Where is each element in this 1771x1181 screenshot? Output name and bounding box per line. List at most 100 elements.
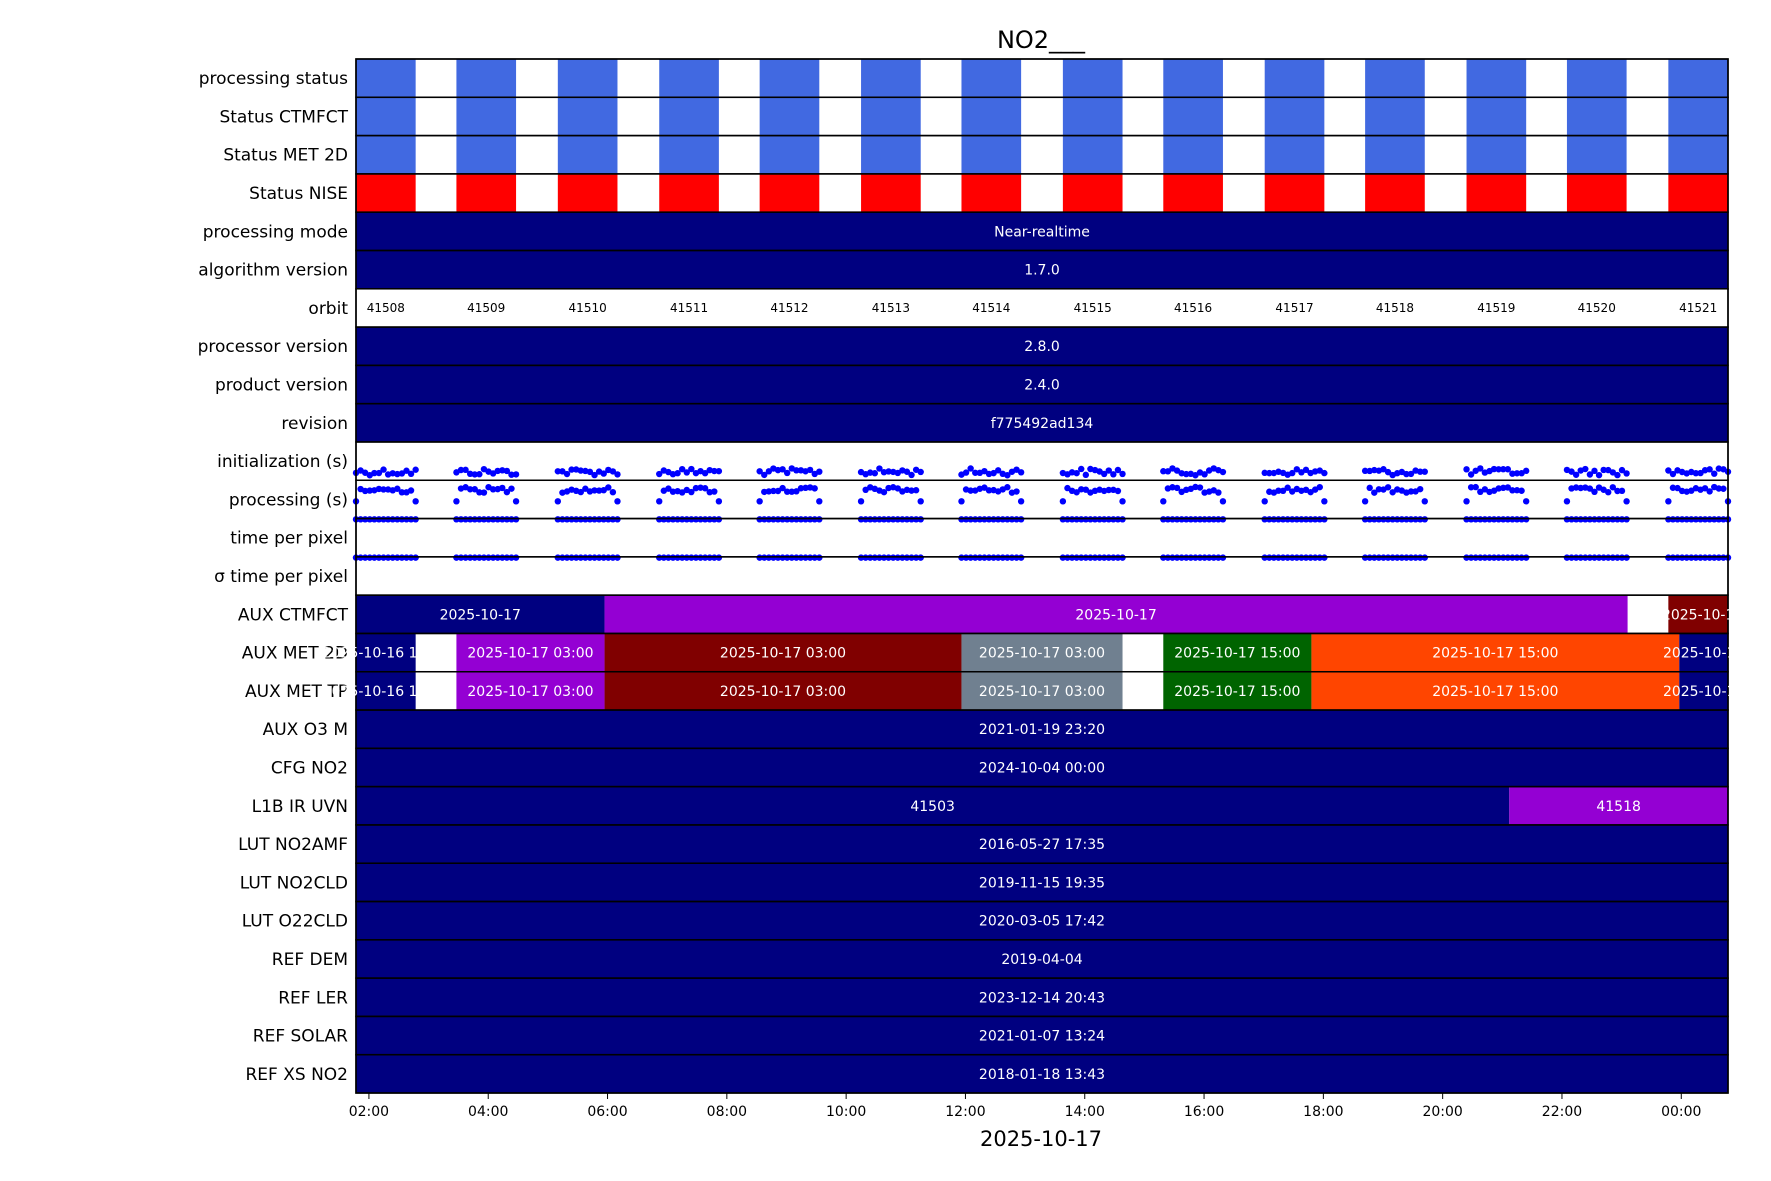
row-label: LUT NO2AMF [238, 835, 348, 855]
segment-label: 2025-10-17 [1663, 646, 1744, 662]
scatter-point [967, 516, 974, 523]
scatter-point [1384, 554, 1392, 561]
scatter-point [715, 516, 723, 523]
status-bar [1163, 59, 1223, 98]
segment-label: 2024-10-04 00:00 [979, 760, 1105, 776]
scatter-point [1416, 468, 1424, 475]
row-label: processing (s) [229, 490, 348, 510]
scatter-point [692, 516, 700, 523]
segment-label: 2025-10-17 15:00 [1432, 646, 1558, 662]
scatter-point [1711, 470, 1718, 477]
scatter-point [1380, 516, 1387, 523]
scatter-point [697, 554, 704, 561]
scatter-point [577, 516, 584, 523]
segment-bar [356, 978, 1728, 1017]
segment-label: 2020-03-05 17:42 [979, 914, 1105, 930]
scatter-point [1398, 554, 1406, 561]
scatter-point [770, 554, 777, 561]
scatter-point [1311, 516, 1319, 523]
scatter-point [577, 554, 584, 561]
segment-label: 2019-11-15 19:35 [979, 875, 1105, 891]
scatter-point [1261, 498, 1268, 505]
orbit-label: 41509 [467, 301, 505, 315]
scatter-point [1591, 488, 1598, 496]
scatter-point [1416, 516, 1424, 523]
segment-bar [356, 786, 1510, 825]
row-label: Status CTMFCT [219, 107, 348, 127]
segment-bar [604, 595, 1628, 634]
scatter-point [1416, 485, 1424, 493]
status-bar [1163, 135, 1223, 174]
scatter-point [880, 516, 888, 523]
x-tick-label: 06:00 [587, 1104, 627, 1120]
scatter-point [880, 554, 888, 561]
scatter-point [1013, 516, 1020, 523]
status-bar [1466, 173, 1527, 213]
x-tick-label: 18:00 [1303, 1104, 1343, 1120]
segment-bar [1163, 671, 1312, 711]
scatter-point [665, 485, 672, 492]
scatter-point [994, 467, 1002, 474]
scatter-point [1398, 516, 1406, 523]
scatter-point [793, 467, 800, 474]
scatter-point [1701, 516, 1709, 523]
scatter-point [1270, 554, 1278, 561]
scatter-point [783, 488, 791, 495]
scatter-point [398, 489, 406, 496]
segment-label: 2025-10-17 [1663, 684, 1744, 700]
scatter-point [1586, 485, 1594, 492]
scatter-point [1618, 466, 1626, 474]
scatter-point [1623, 554, 1630, 561]
scatter-point [802, 484, 809, 492]
row-label: REF SOLAR [253, 1027, 348, 1047]
scatter-point [1697, 554, 1704, 561]
scatter-point [1495, 516, 1502, 523]
scatter-point [471, 486, 478, 493]
scatter-point [1114, 516, 1122, 523]
scatter-point [1082, 486, 1090, 493]
scatter-point [1509, 554, 1516, 561]
status-bar [659, 97, 719, 136]
scatter-point [512, 516, 520, 523]
scatter-point [1500, 516, 1507, 523]
scatter-point [1572, 471, 1580, 478]
status-bar [1365, 97, 1425, 136]
scatter-point [1582, 465, 1589, 473]
scatter-point [1371, 516, 1378, 523]
scatter-point [1270, 516, 1278, 523]
scatter-point [1509, 470, 1516, 477]
scatter-point [1472, 554, 1479, 561]
scatter-point [908, 471, 915, 479]
scatter-point [1586, 554, 1594, 561]
scatter-point [586, 554, 594, 561]
status-bar [1466, 59, 1527, 98]
segment-bar [356, 633, 416, 672]
scatter-point [591, 516, 598, 523]
scatter-point [1403, 554, 1410, 561]
scatter-point [1701, 485, 1709, 492]
scatter-point [880, 488, 888, 496]
scatter-point [380, 516, 387, 523]
scatter-point [811, 554, 818, 561]
scatter-point [1059, 498, 1067, 505]
status-bar [1466, 97, 1527, 136]
scatter-point [499, 484, 506, 492]
scatter-point [985, 487, 993, 494]
scatter-point [1275, 516, 1282, 523]
scatter-point [614, 516, 621, 523]
scatter-point [1004, 554, 1011, 561]
status-bar [456, 59, 517, 98]
status-bar [1668, 173, 1728, 213]
scatter-point [1096, 516, 1103, 523]
scatter-point [1472, 516, 1479, 523]
row-label: algorithm version [198, 261, 348, 281]
scatter-point [1073, 554, 1080, 561]
row-label: product version [215, 376, 348, 396]
segment-bar [961, 671, 1123, 711]
scatter-point [1307, 516, 1314, 523]
scatter-point [595, 516, 603, 523]
scatter-point [1164, 516, 1172, 523]
status-bar [356, 135, 416, 174]
scatter-point [999, 554, 1006, 561]
scatter-point [357, 516, 364, 523]
